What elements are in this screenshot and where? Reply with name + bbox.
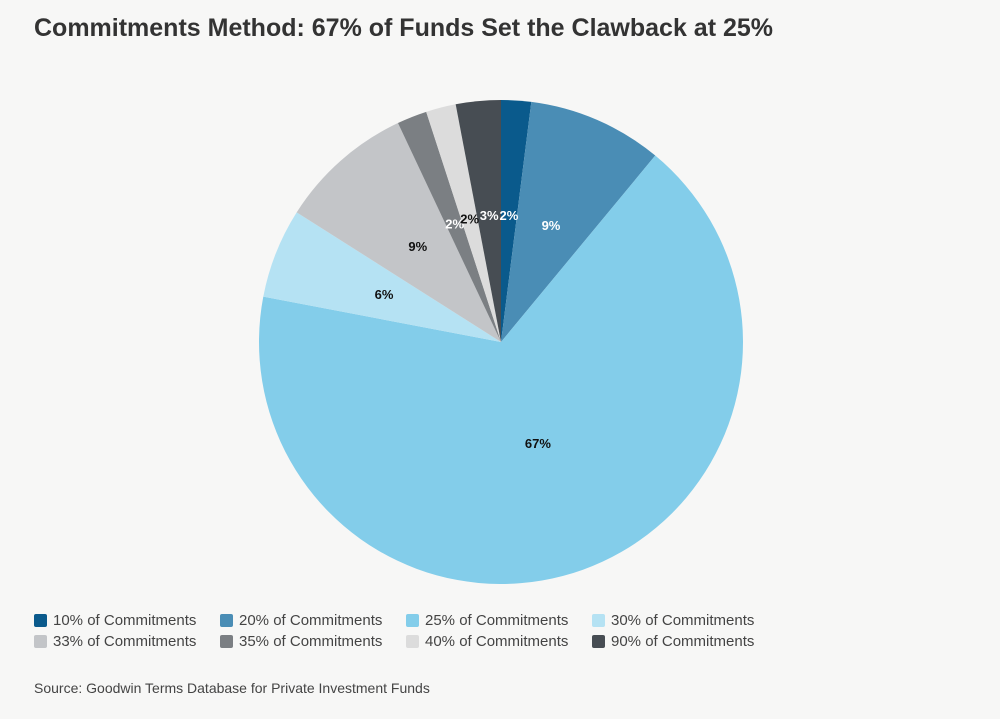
chart-title: Commitments Method: 67% of Funds Set the… [34, 14, 774, 42]
pie-slice [501, 101, 656, 343]
legend-label: 90% of Commitments [611, 632, 755, 650]
legend-item[interactable]: 25% of Commitments [406, 611, 592, 629]
slice-data-label: 9% [542, 218, 561, 233]
pie-slice [397, 111, 501, 342]
pie-slices [258, 100, 743, 584]
legend-swatch [406, 634, 419, 648]
legend-swatch [34, 613, 47, 627]
slice-data-label: 2% [460, 212, 479, 227]
slice-data-label: 3% [480, 208, 499, 223]
pie-slice [258, 155, 743, 584]
legend-swatch [220, 634, 233, 648]
legend-label: 35% of Commitments [239, 632, 383, 650]
legend-swatch [220, 613, 233, 627]
legend-swatch [406, 613, 419, 627]
legend-swatch [592, 613, 605, 627]
legend-swatch [592, 634, 605, 648]
legend-item[interactable]: 30% of Commitments [592, 611, 778, 629]
chart-legend: 10% of Commitments 20% of Commitments 25% … [34, 611, 794, 650]
legend-label: 40% of Commitments [425, 632, 569, 650]
pie-slice [455, 100, 501, 342]
slice-data-label: 67% [525, 436, 551, 451]
pie-slice [501, 100, 532, 342]
legend-label: 25% of Commitments [425, 611, 569, 629]
legend-label: 20% of Commitments [239, 611, 383, 629]
pie-slice [263, 212, 501, 342]
legend-item[interactable]: 35% of Commitments [220, 632, 406, 650]
pie-slice [296, 123, 501, 342]
legend-item[interactable]: 90% of Commitments [592, 632, 778, 650]
legend-label: 10% of Commitments [53, 611, 197, 629]
legend-label: 33% of Commitments [53, 632, 197, 650]
source-note: Source: Goodwin Terms Database for Priva… [34, 680, 430, 696]
legend-label: 30% of Commitments [611, 611, 755, 629]
legend-item[interactable]: 20% of Commitments [220, 611, 406, 629]
slice-data-label: 2% [500, 208, 519, 223]
slice-data-label: 2% [445, 216, 464, 231]
slice-data-label: 9% [408, 239, 427, 254]
legend-item[interactable]: 10% of Commitments [34, 611, 220, 629]
legend-swatch [34, 634, 47, 648]
legend-item[interactable]: 33% of Commitments [34, 632, 220, 650]
legend-item[interactable]: 40% of Commitments [406, 632, 592, 650]
pie-slice [426, 104, 501, 342]
slice-data-label: 6% [375, 287, 394, 302]
pie-chart: 2%9%67%6%9%2%2% 3% [258, 100, 743, 584]
pie-slice-labels: 2%9%67%6%9%2%2% 3% [375, 208, 561, 451]
